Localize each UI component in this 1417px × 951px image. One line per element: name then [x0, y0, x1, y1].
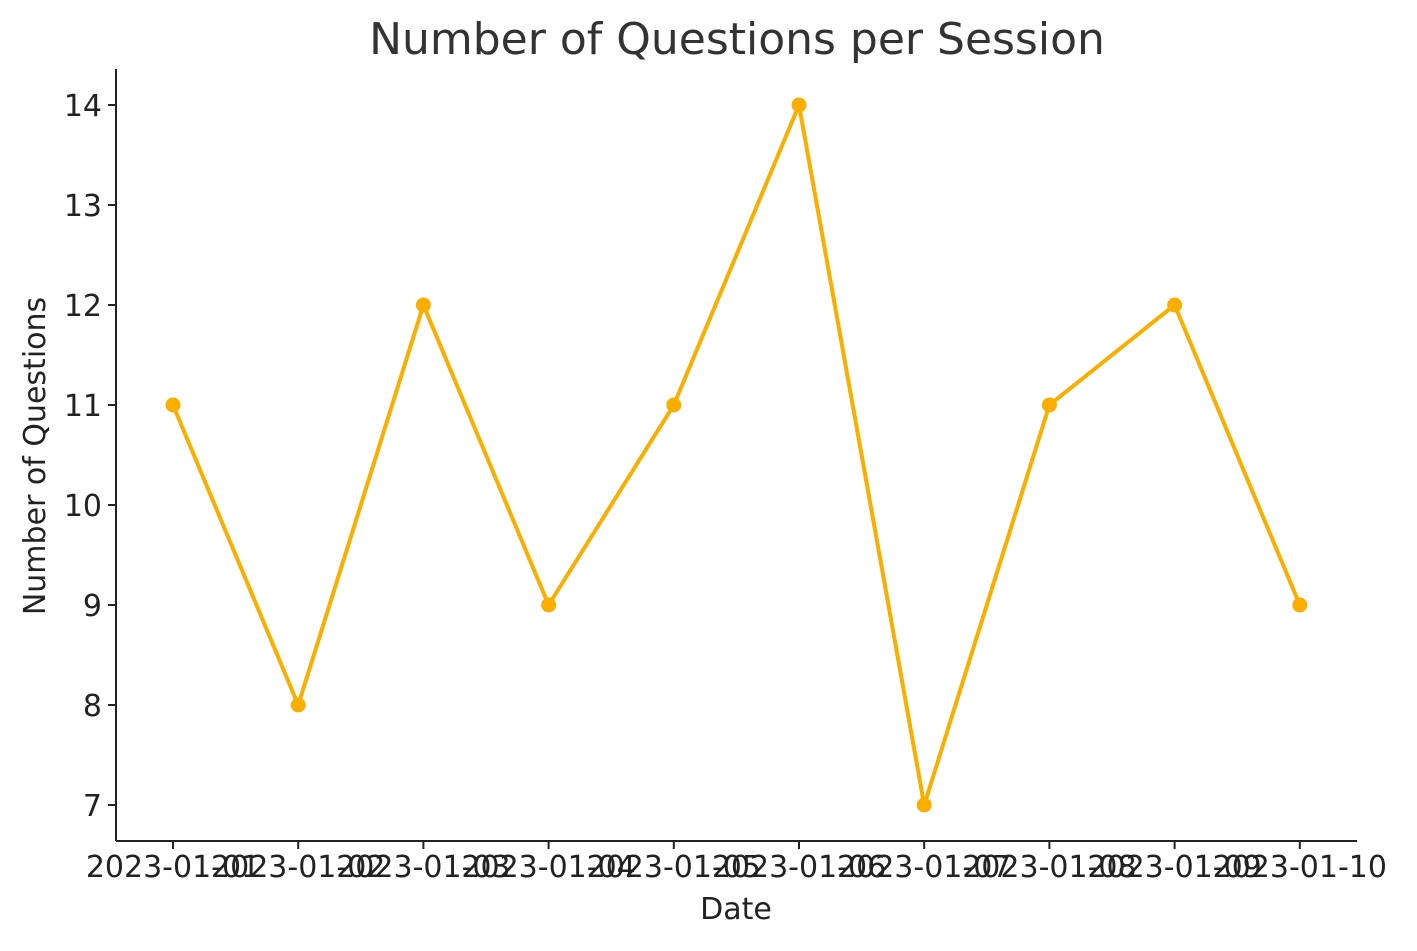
data-point [541, 597, 557, 613]
x-tick-label: 2023-01-03 [336, 850, 510, 885]
y-axis-ticks: 7 8 9 10 11 12 13 14 [64, 89, 116, 824]
x-axis-ticks: 2023-01-012023-01-022023-01-032023-01-04… [86, 841, 1387, 885]
y-tick-label: 11 [64, 389, 102, 424]
data-point [1292, 597, 1308, 613]
y-tick-label: 7 [83, 789, 102, 824]
x-tick-label: 2023-01-10 [1213, 850, 1387, 885]
chart-title: Number of Questions per Session [369, 14, 1105, 65]
y-tick-label: 12 [64, 289, 102, 324]
data-point [1167, 297, 1183, 313]
data-point [290, 697, 306, 713]
data-point [165, 397, 181, 413]
x-tick-label: 2023-01-08 [962, 850, 1136, 885]
x-tick-label: 2023-01-02 [211, 850, 385, 885]
x-tick-label: 2023-01-07 [837, 850, 1011, 885]
x-tick-label: 2023-01-05 [587, 850, 761, 885]
data-point [791, 97, 807, 113]
data-point [415, 297, 431, 313]
x-tick-label: 2023-01-06 [712, 850, 886, 885]
plot-area [165, 97, 1308, 813]
data-point [916, 797, 932, 813]
y-tick-label: 13 [64, 189, 102, 224]
series-line [171, 103, 1302, 807]
data-point [1041, 397, 1057, 413]
x-tick-label: 2023-01-04 [461, 850, 635, 885]
x-tick-label: 2023-01-01 [86, 850, 260, 885]
data-point [666, 397, 682, 413]
y-axis-label: Number of Questions [18, 297, 53, 615]
y-tick-label: 8 [83, 689, 102, 724]
x-tick-label: 2023-01-09 [1087, 850, 1261, 885]
x-axis-label: Date [700, 892, 772, 927]
y-tick-label: 10 [64, 489, 102, 524]
y-tick-label: 14 [64, 89, 102, 124]
y-tick-label: 9 [83, 589, 102, 624]
